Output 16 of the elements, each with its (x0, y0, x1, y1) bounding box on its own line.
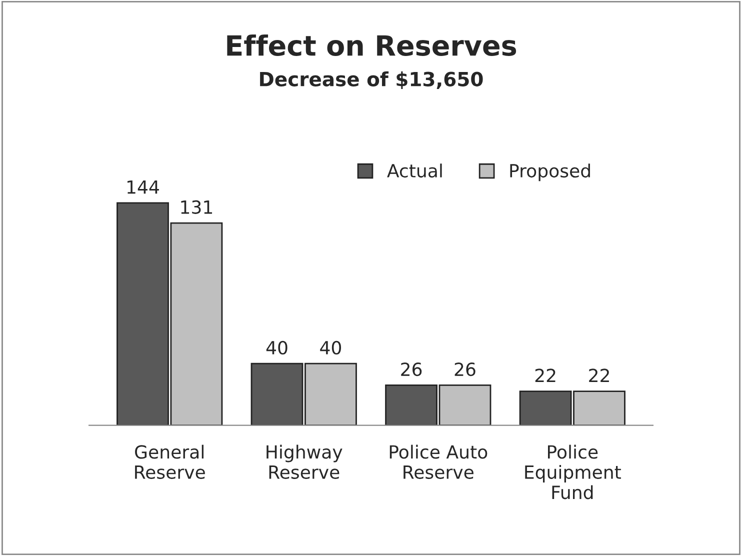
legend-label: Actual (387, 164, 442, 178)
data-label: 40 (266, 340, 288, 355)
chart-subtitle: Decrease of $13,650 (260, 71, 483, 90)
data-label: 40 (320, 340, 342, 355)
data-label: 22 (535, 368, 556, 382)
legend-label: Proposed (510, 164, 590, 182)
data-label: 131 (181, 200, 212, 214)
data-label: 22 (589, 368, 609, 382)
x-tick-label: Police Auto Reserve (390, 444, 488, 479)
x-tick-label: General Reserve (135, 444, 205, 479)
x-tick-label: Police Equipment Fund (525, 444, 621, 500)
data-label: 26 (401, 362, 422, 376)
chart-title: Effect on Reserves (227, 34, 516, 56)
x-tick-label: Highway Reserve (266, 444, 342, 479)
data-label: 144 (128, 180, 159, 194)
data-label: 26 (454, 362, 476, 376)
